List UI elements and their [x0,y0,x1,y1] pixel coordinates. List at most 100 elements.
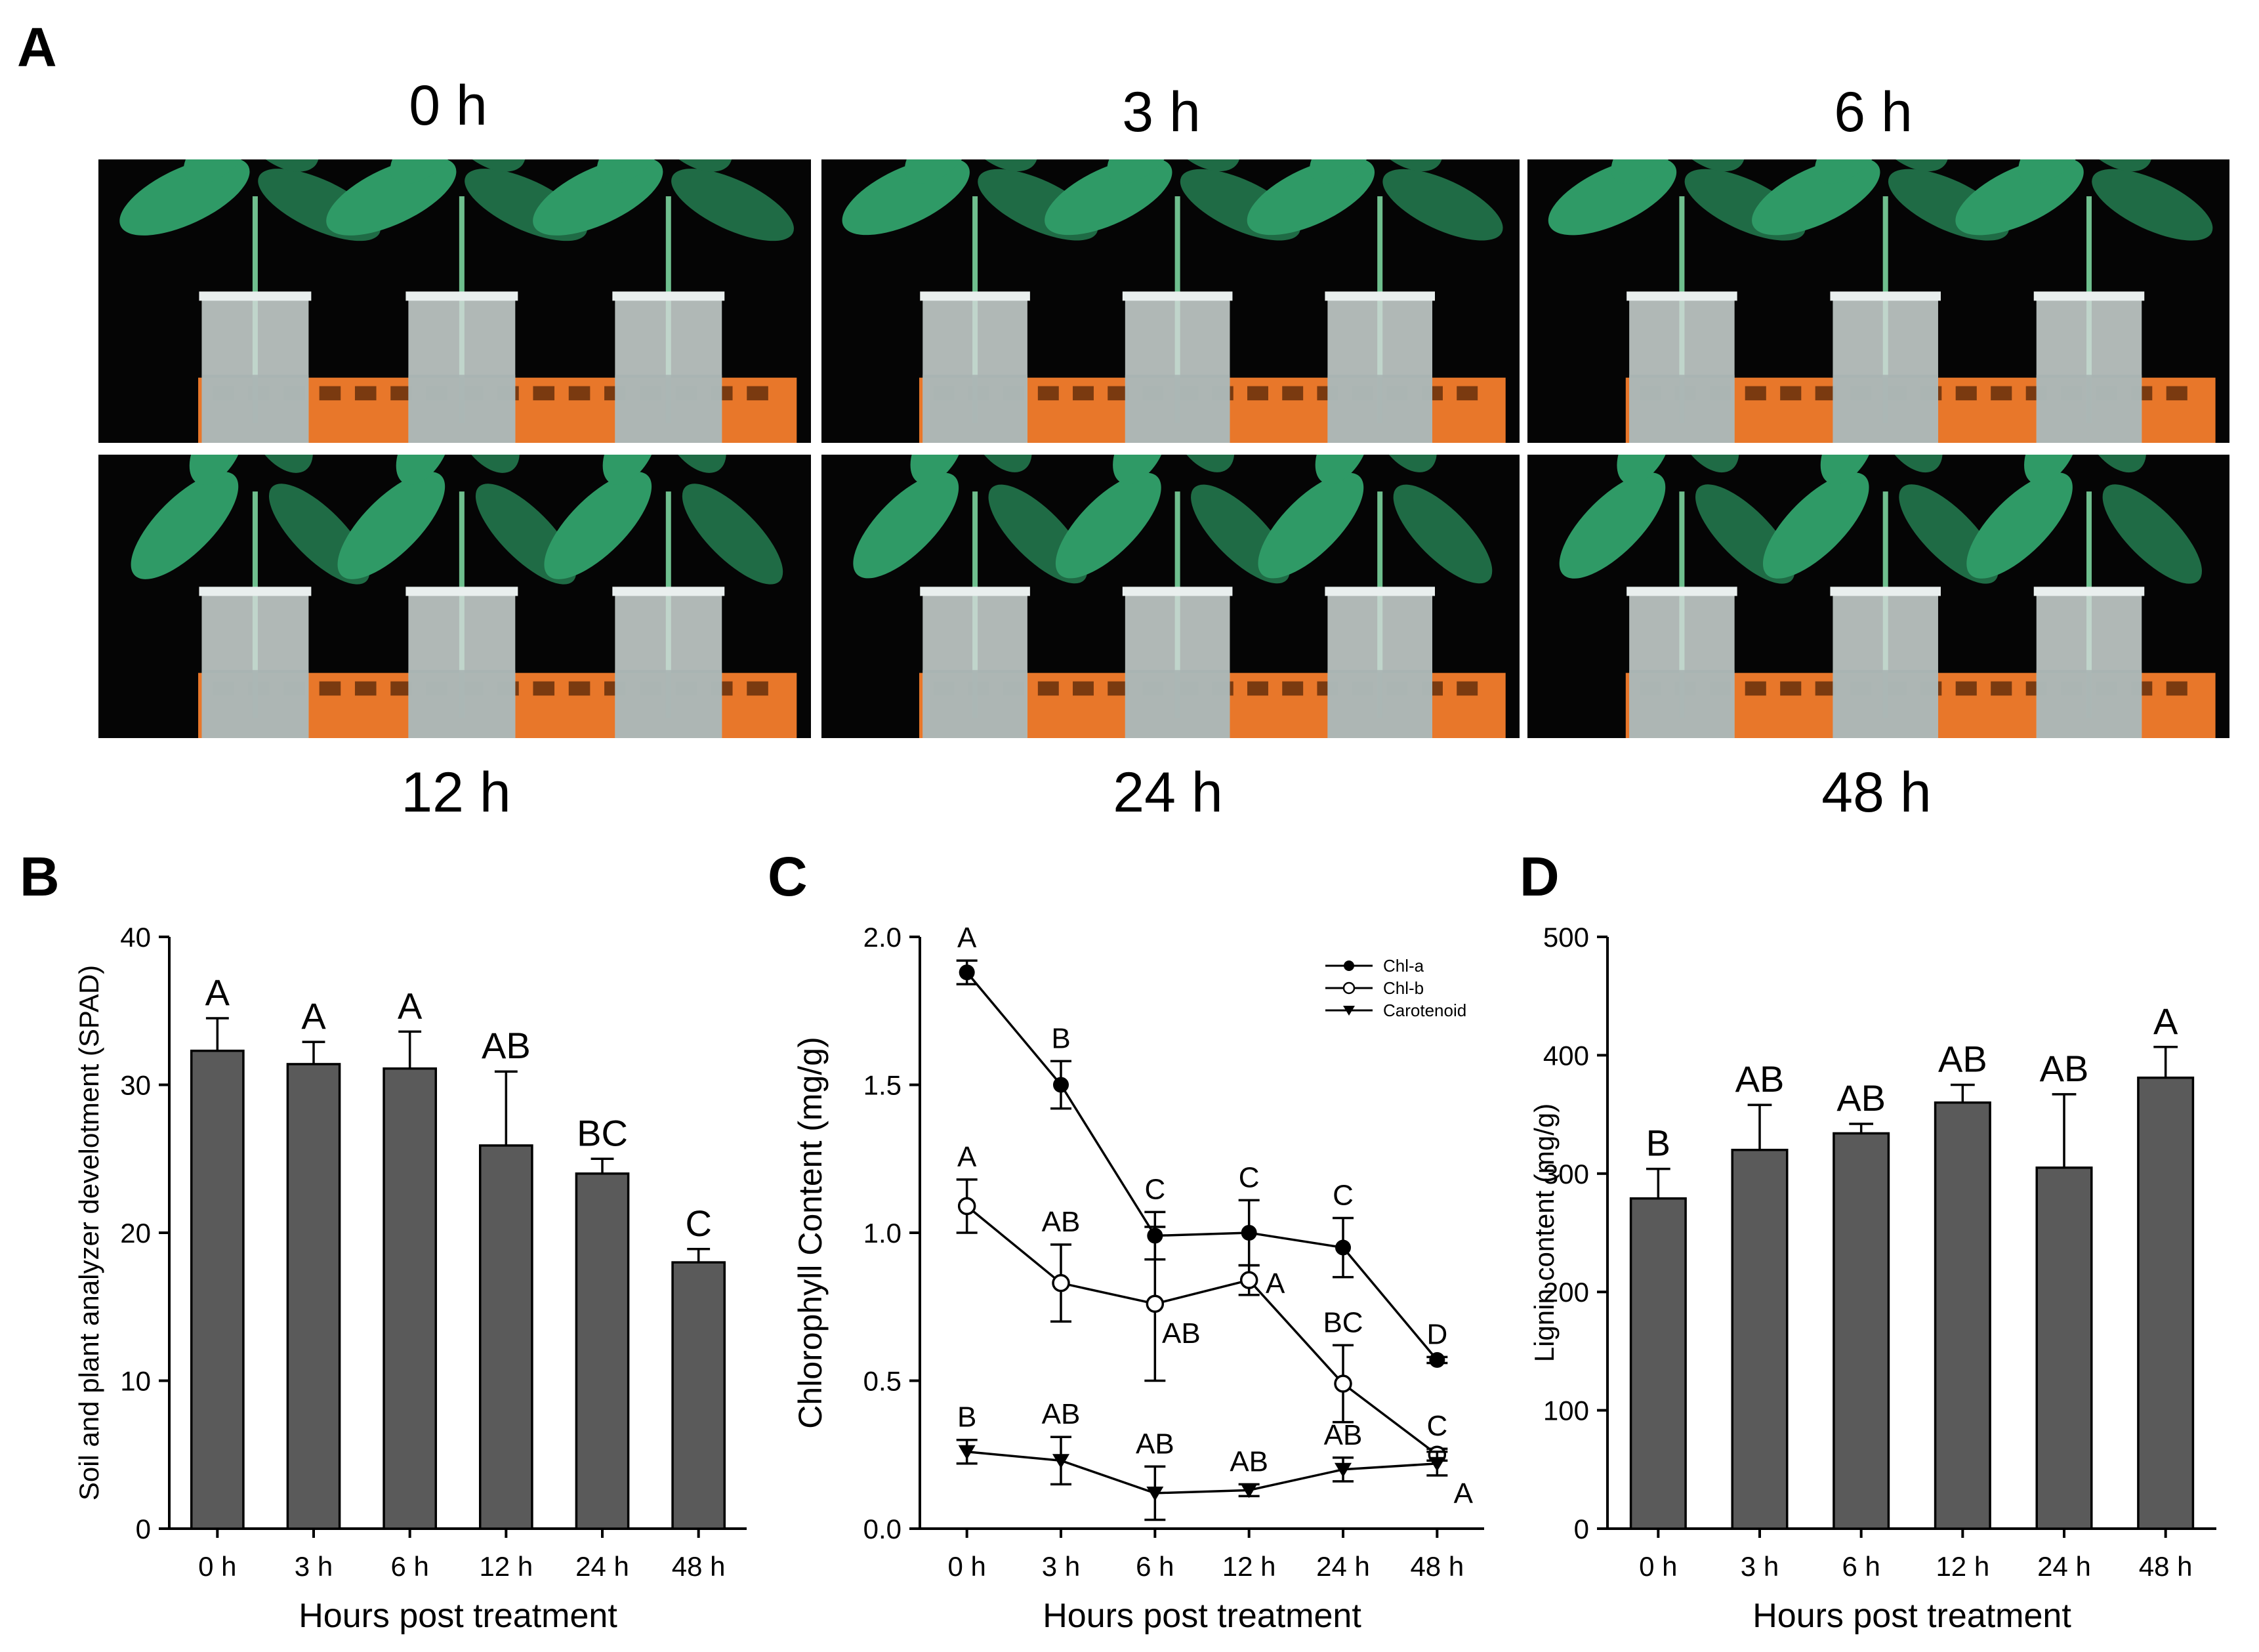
point-carotenoid [1335,1462,1352,1477]
x-tick-label: 24 h [575,1551,629,1582]
leaf [1820,455,1875,484]
chart-panel-d: D 0 100 200 300 400 500 0 h 3 h 6 h 12 h 24 h 48 h B A… [1520,846,2216,1635]
significance-letter: AB [482,1025,531,1066]
significance-letter: A [205,972,230,1013]
time-label-0h: 0 h [409,74,487,137]
y-tick-label: 100 [1543,1395,1589,1426]
y-tick-label: 400 [1543,1040,1589,1071]
x-tick-label: 6 h [1136,1551,1174,1582]
point-chl-a [1053,1077,1069,1093]
leaf [1393,484,1493,584]
tube-rim [612,291,725,301]
tube-water [1833,670,1938,738]
tube-water [408,375,516,443]
tube-rim [1830,587,1941,596]
significance-letter: A [301,995,326,1037]
significance-letter: B [1646,1123,1670,1164]
x-axis-title: Hours post treatment [299,1597,617,1635]
leaf [1966,472,2073,579]
y-tick-label: 2.0 [863,922,902,953]
y-axis-title: Lignin content (mg/g) [1529,1104,1560,1363]
rack-hole [1955,681,1977,696]
y-tick-label: 500 [1543,922,1589,953]
x-tick-label: 0 h [947,1551,985,1582]
significance-letter: BC [1323,1306,1363,1338]
y-tick-label: 20 [120,1218,151,1249]
time-label-6h: 6 h [1834,81,1913,144]
leaf [183,159,250,184]
tube-rim [199,587,312,596]
y-tick-label: 0 [136,1514,151,1544]
significance-letter: A [957,922,977,954]
significance-letter: A [1266,1268,1285,1300]
point-carotenoid [958,1445,976,1460]
bar [1934,1101,1991,1530]
photo-48h [1527,455,2229,738]
leaf [910,455,964,484]
leaf [1113,455,1167,484]
chart-panel-b: B 0 10 20 30 40 0 h 3 h 6 h 12 h 24 h 48 h A A A AB BC C H… [20,846,747,1635]
significance-letter: D [1426,1318,1447,1350]
photo-3h [821,159,1520,443]
tube-water [1125,670,1230,738]
x-tick-label: 12 h [479,1551,533,1582]
tube-water [1629,670,1735,738]
bar [1629,1197,1687,1530]
significance-letter: AB [1230,1445,1268,1477]
plant-photo-illustration [98,159,811,443]
bar [671,1261,726,1530]
rack-hole [568,681,591,696]
x-tick-label: 3 h [1042,1551,1080,1582]
point-carotenoid [1052,1454,1069,1469]
x-tick-label: 0 h [1639,1551,1677,1582]
tube-rim [405,291,518,301]
rack-hole [1073,681,1094,696]
leaf [596,159,663,184]
tube-water [1833,375,1938,443]
leaf [544,472,652,579]
point-chl-b [1052,1273,1070,1292]
tube-water [201,375,309,443]
x-tick-label: 48 h [2139,1551,2193,1582]
significance-letter: C [1144,1173,1165,1205]
point-carotenoid [1428,1456,1446,1472]
leaf [904,159,970,184]
plant-photo-illustration [821,159,1520,443]
tube-water [1327,375,1432,443]
panel-label-d: D [1520,846,1560,907]
leaf [1611,159,1677,184]
y-axis-title: Soil and plant analyzer develotment (SPA… [73,965,104,1500]
point-chl-b [1146,1294,1165,1313]
time-label-48h: 48 h [1821,761,1932,824]
rack-hole [747,681,768,696]
y-tick-label: 0.0 [863,1514,902,1544]
rack-hole [354,681,377,696]
tube-rim [1122,587,1233,596]
bar [1833,1132,1890,1530]
leaf [2102,484,2202,584]
rack-hole [1457,681,1478,696]
point-chl-a [1241,1225,1257,1241]
y-tick-label: 1.5 [863,1070,902,1101]
leaf [337,472,446,579]
tube-rim [920,291,1030,301]
rack-hole [390,681,412,696]
leaf [1559,472,1666,579]
leaf [1107,159,1172,184]
legend-marker [1344,960,1354,971]
significance-letter: AB [1136,1428,1174,1460]
legend-label: Chl-b [1383,978,1424,998]
significance-letter: AB [1735,1058,1785,1100]
tube-rim [1627,291,1737,301]
rack-hole [2166,681,2187,696]
rack-hole [1247,681,1268,696]
tube-water [922,375,1027,443]
point-chl-a [1429,1352,1445,1368]
tube-water [1629,375,1735,443]
tube-water [2036,375,2142,443]
time-label-3h: 3 h [1122,81,1201,144]
bar [383,1067,438,1530]
panel-label-b: B [20,846,60,907]
x-tick-label: 3 h [1741,1551,1779,1582]
